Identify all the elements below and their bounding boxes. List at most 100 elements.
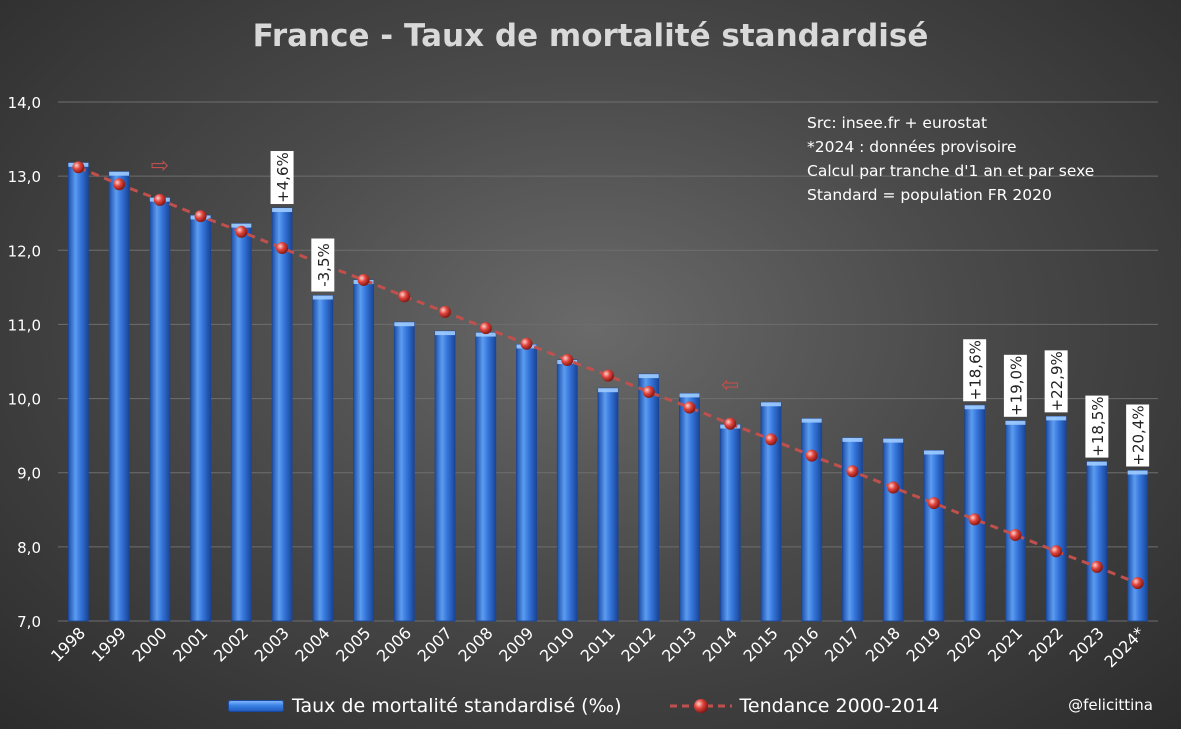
bar-cap xyxy=(923,450,944,455)
trend-point xyxy=(602,369,614,382)
bar-cap xyxy=(1046,416,1067,421)
bar-cap xyxy=(272,208,293,213)
bar-cap xyxy=(964,405,985,410)
annotation: -3,5% xyxy=(311,238,335,292)
bar-cap xyxy=(109,171,130,176)
x-tick-label: 2021 xyxy=(984,623,1026,665)
trend-line xyxy=(72,161,1144,590)
source-notes: Src: insee.fr + eurostat *2024 : données… xyxy=(807,111,1094,207)
bar-cap xyxy=(883,438,904,443)
trend-point xyxy=(357,273,370,286)
annotation-box xyxy=(311,238,335,292)
bar xyxy=(1086,461,1108,622)
trend-point xyxy=(724,417,737,430)
x-tick-label: 2006 xyxy=(373,623,415,665)
x-tick-label: 2001 xyxy=(169,623,211,665)
trend-polyline xyxy=(77,165,1139,585)
annotation: +19,0% xyxy=(1003,354,1027,417)
bar-cap xyxy=(679,393,700,398)
y-tick-label: 9,0 xyxy=(17,465,41,483)
trend-point xyxy=(927,497,940,510)
trend-point xyxy=(887,481,900,494)
trend-point xyxy=(276,242,289,255)
bar xyxy=(638,373,660,622)
bar xyxy=(516,344,537,622)
annotation: +4,6% xyxy=(270,151,294,205)
bar-cap xyxy=(1086,461,1107,466)
bar xyxy=(393,321,415,622)
bar xyxy=(271,207,293,622)
bar-cap xyxy=(598,388,618,393)
x-tick-label: 2007 xyxy=(414,623,456,665)
note-line: Src: insee.fr + eurostat xyxy=(807,114,988,132)
annotation-box xyxy=(1044,350,1068,413)
trend-point xyxy=(113,178,126,191)
trend-point xyxy=(1009,528,1022,541)
note-line: *2024 : données provisoire xyxy=(807,138,1017,156)
bar-cap xyxy=(435,331,456,336)
x-tick-label: 2011 xyxy=(577,623,619,665)
annotation: +18,5% xyxy=(1085,395,1109,458)
annotation: +20,4% xyxy=(1126,404,1150,467)
bar xyxy=(434,330,456,622)
bar xyxy=(108,171,130,622)
x-tick-label: 2000 xyxy=(128,623,170,665)
trend-point xyxy=(398,290,411,303)
annotations: ⇨ ⇦ +4,6% -3,5% +18,6% +19,0% +22,9% +18,5% +20,… xyxy=(151,151,1150,467)
bar xyxy=(1045,415,1067,622)
chart-title: France - Taux de mortalité standardisé xyxy=(252,18,929,54)
legend-line-label: Tendance 2000-2014 xyxy=(739,695,940,717)
x-tick-label: 2004 xyxy=(291,623,333,665)
trend-point xyxy=(683,401,696,414)
annotation-box xyxy=(1126,404,1150,467)
bar-cap xyxy=(801,418,822,423)
annotation: +18,6% xyxy=(963,339,987,402)
y-tick-label: 7,0 xyxy=(17,613,41,631)
annotation-box xyxy=(963,339,987,402)
annotation-box xyxy=(270,151,294,205)
bar-cap xyxy=(475,332,496,337)
x-tick-label: 2012 xyxy=(617,623,659,665)
x-tick-label: 2017 xyxy=(821,623,863,665)
bar xyxy=(475,332,497,622)
bars xyxy=(67,162,1149,622)
bar xyxy=(964,404,986,622)
x-tick-label: 2002 xyxy=(210,623,252,665)
trend-point xyxy=(153,193,166,206)
trend-point xyxy=(642,385,655,398)
bar-cap xyxy=(842,437,863,442)
bar xyxy=(1005,420,1026,622)
trend-point xyxy=(1090,560,1103,573)
note-line: Standard = population FR 2020 xyxy=(807,186,1052,204)
bar xyxy=(353,279,374,622)
y-axis-ticks: 7,0 8,0 9,0 10,0 11,0 12,0 13,0 14,0 xyxy=(8,94,41,631)
trend-point xyxy=(72,161,85,174)
annotation: +22,9% xyxy=(1044,350,1068,413)
trend-point xyxy=(968,513,981,526)
bar xyxy=(1127,470,1149,622)
trend-point xyxy=(439,305,452,318)
trend-point xyxy=(235,225,248,238)
bar xyxy=(719,424,741,622)
author-credit: @felicittina xyxy=(1068,696,1153,714)
annotation-box xyxy=(1085,395,1109,458)
bar-cap xyxy=(638,374,659,379)
bar-cap xyxy=(1127,470,1148,475)
bar xyxy=(190,215,211,622)
trend-point xyxy=(479,322,492,335)
note-line: Calcul par tranche d'1 an et par sexe xyxy=(807,162,1095,180)
y-tick-label: 13,0 xyxy=(8,168,41,186)
x-tick-label: 2008 xyxy=(454,623,496,665)
bar-cap xyxy=(231,223,252,228)
y-tick-label: 11,0 xyxy=(8,316,41,334)
trend-point xyxy=(561,354,574,367)
x-tick-label: 2014 xyxy=(699,623,741,665)
trend-point xyxy=(1131,577,1144,590)
trend-point xyxy=(1050,545,1063,558)
y-tick-label: 12,0 xyxy=(8,242,41,260)
annotation-label: +22,9% xyxy=(1048,351,1066,411)
trend-point xyxy=(520,337,533,350)
trend-point xyxy=(194,210,207,223)
x-tick-label: 1999 xyxy=(88,623,130,665)
x-tick-label: 2013 xyxy=(658,623,700,665)
